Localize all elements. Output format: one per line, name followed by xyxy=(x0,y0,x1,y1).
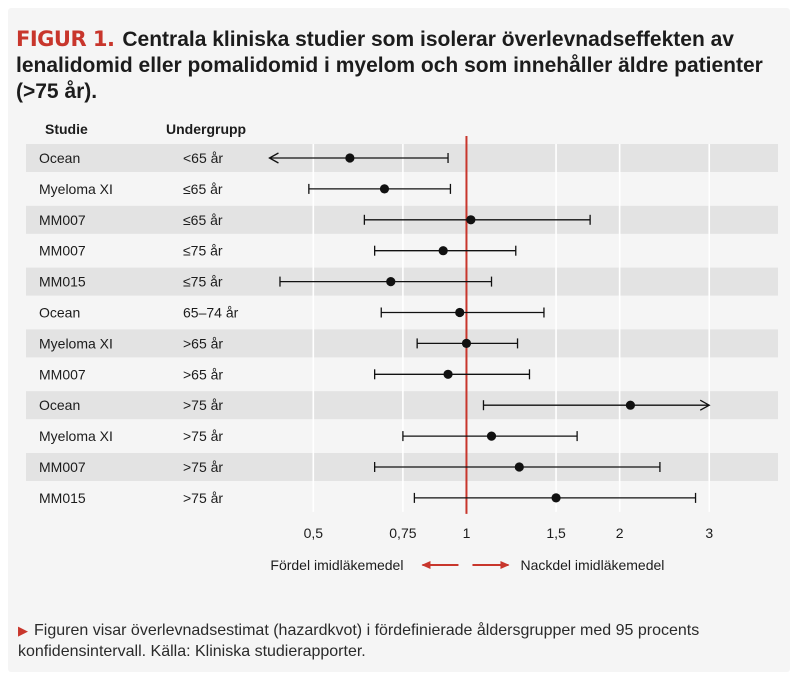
column-header-study: Studie xyxy=(45,121,88,137)
x-tick-label: 0,75 xyxy=(389,525,416,541)
row-subgroup-label: ≤65 år xyxy=(183,181,223,197)
row-subgroup-label: >65 år xyxy=(183,366,223,382)
hazard-ratio-point xyxy=(386,277,396,287)
x-tick-label: 1 xyxy=(463,525,471,541)
hazard-ratio-point xyxy=(461,338,472,348)
arrow-left-icon xyxy=(421,561,431,569)
x-tick-label: 3 xyxy=(705,525,713,541)
row-study-label: Ocean xyxy=(39,397,80,413)
row-subgroup-label: <65 år xyxy=(183,150,223,166)
x-tick-label: 1,5 xyxy=(546,525,566,541)
hazard-ratio-point xyxy=(443,369,453,379)
row-study-label: MM007 xyxy=(39,243,86,259)
row-study-label: MM007 xyxy=(39,459,86,475)
hazard-ratio-point xyxy=(466,215,476,225)
hazard-ratio-point xyxy=(514,462,524,472)
figure-title-text: Centrala kliniska studier som isolerar ö… xyxy=(16,28,763,103)
figure-title: FIGUR 1. Centrala kliniska studier som i… xyxy=(16,26,776,105)
row-band xyxy=(26,329,778,358)
row-subgroup-label: ≤75 år xyxy=(183,243,223,259)
row-study-label: Myeloma XI xyxy=(39,335,113,351)
row-subgroup-label: >65 år xyxy=(183,335,223,351)
figure-label: FIGUR 1. xyxy=(16,27,115,51)
row-subgroup-label: ≤75 år xyxy=(183,274,223,290)
caption-marker-icon: ▶ xyxy=(18,623,28,638)
column-header-subgroup: Undergrupp xyxy=(166,121,246,137)
hazard-ratio-point xyxy=(438,246,448,256)
ci-arrow-right xyxy=(699,399,711,411)
row-study-label: Ocean xyxy=(39,305,80,321)
row-study-label: Ocean xyxy=(39,150,80,166)
hazard-ratio-point xyxy=(486,431,497,441)
hazard-ratio-point xyxy=(379,184,390,194)
row-subgroup-label: >75 år xyxy=(183,397,223,413)
hazard-ratio-point xyxy=(345,153,355,163)
hazard-ratio-point xyxy=(455,307,465,318)
caption-text: Figuren visar överlevnadsestimat (hazard… xyxy=(18,622,700,660)
row-subgroup-label: ≤65 år xyxy=(183,212,223,228)
row-study-label: MM007 xyxy=(39,212,86,228)
x-tick-label: 0,5 xyxy=(304,525,324,541)
row-subgroup-label: >75 år xyxy=(183,459,223,475)
hazard-ratio-point xyxy=(551,493,561,503)
ci-arrow-left xyxy=(268,152,279,164)
row-subgroup-label: >75 år xyxy=(183,490,223,506)
row-subgroup-label: >75 år xyxy=(183,428,223,444)
row-study-label: MM007 xyxy=(39,366,86,382)
favors-label-right: Nackdel imidläkemedel xyxy=(520,557,664,573)
x-tick-label: 2 xyxy=(616,525,624,541)
favors-label-left: Fördel imidläkemedel xyxy=(270,557,403,573)
hazard-ratio-point xyxy=(625,400,636,410)
arrow-right-icon xyxy=(500,561,510,569)
figure-caption: ▶ Figuren visar överlevnadsestimat (hazar… xyxy=(18,620,778,662)
row-study-label: Myeloma XI xyxy=(39,428,113,444)
row-subgroup-label: 65–74 år xyxy=(183,305,239,321)
row-study-label: Myeloma XI xyxy=(39,181,113,197)
row-study-label: MM015 xyxy=(39,274,86,290)
row-study-label: MM015 xyxy=(39,490,86,506)
